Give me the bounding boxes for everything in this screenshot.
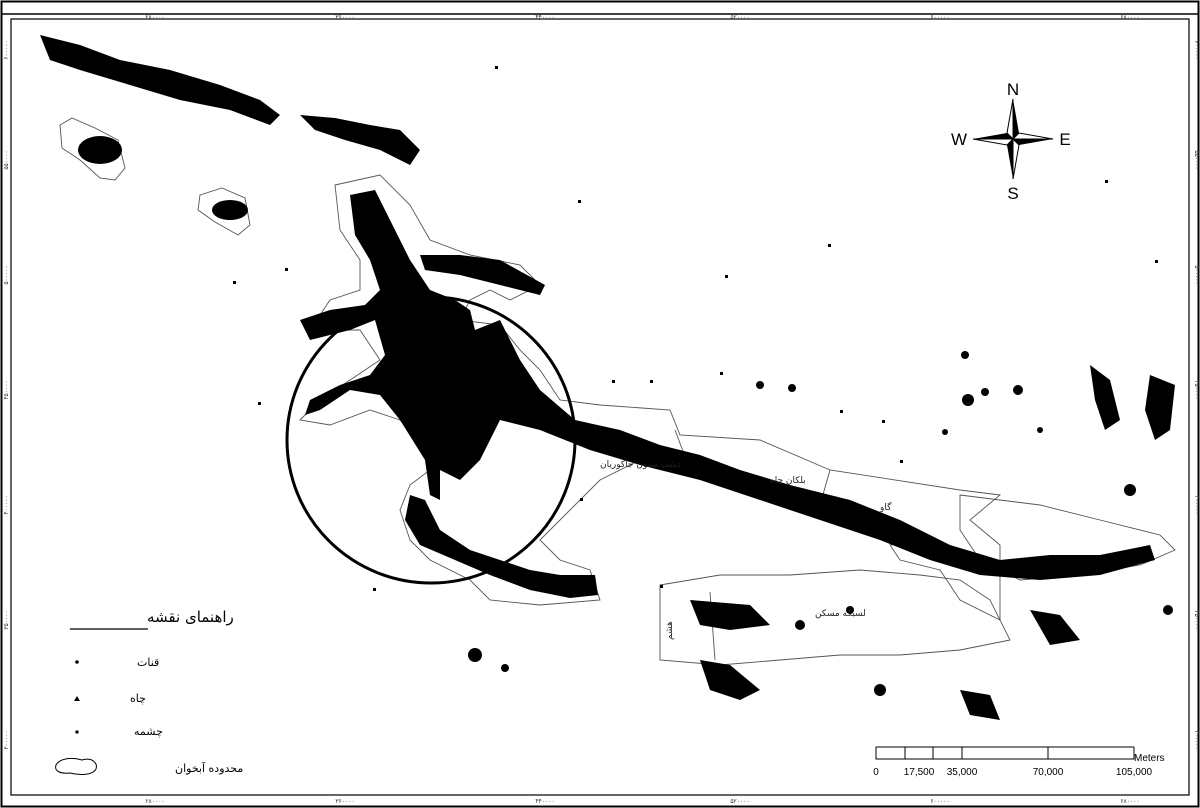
x-axis-ticks: ۲۸۰۰۰۰ ۳۶۰۰۰۰ ۴۴۰۰۰۰ ۵۲۰۰۰۰ ۶۰۰۰۰۰ ۶۸۰۰۰… <box>145 14 1139 805</box>
legend-label-spring: چشمه <box>134 725 163 738</box>
legend-label-qanat: قنات <box>137 656 159 669</box>
compass-east: E <box>1059 130 1070 149</box>
place-label-hashem: هشم <box>665 621 675 640</box>
well-cluster-southeast <box>960 690 1000 720</box>
y-tick-left: ۳۵۰۰۰۰ <box>3 610 10 629</box>
x-tick-bottom: ۲۸۰۰۰۰ <box>145 798 164 805</box>
place-labels: دشت ستون جاکوریان بلکان چاه گاو لسبکه مس… <box>600 460 892 640</box>
y-tick-right: ۴۵۰۰۰۰ <box>1193 380 1200 399</box>
scale-tick-label: 0 <box>873 767 879 778</box>
compass-rose: N S E W <box>951 80 1071 203</box>
x-tick-top: ۶۰۰۰۰۰ <box>930 14 949 21</box>
place-label-east: گاو <box>879 501 892 513</box>
well-cluster-south-block <box>690 600 770 630</box>
x-tick-top: ۲۸۰۰۰۰ <box>145 14 164 21</box>
x-tick-top: ۳۶۰۰۰۰ <box>335 14 354 21</box>
y-axis-ticks: ۶۰۰۰۰۰ ۵۵۰۰۰۰ ۵۰۰۰۰۰ ۴۵۰۰۰۰ ۴۰۰۰۰۰ ۳۵۰۰۰… <box>3 40 1200 749</box>
legend-label-well: چاه <box>130 692 146 705</box>
well-cluster-south-central <box>700 660 760 700</box>
y-tick-left: ۶۰۰۰۰۰ <box>3 40 10 59</box>
compass-south: S <box>1007 184 1018 203</box>
y-tick-left: ۳۰۰۰۰۰ <box>3 730 10 749</box>
x-tick-bottom: ۶۸۰۰۰۰ <box>1120 798 1139 805</box>
scale-tick-label: 17,500 <box>904 767 935 778</box>
y-tick-right: ۶۰۰۰۰۰ <box>1193 40 1200 59</box>
aquifer-boundary-small <box>197 187 251 236</box>
scale-unit: Meters <box>1134 753 1165 764</box>
highlight-circle <box>285 295 577 585</box>
qanat-symbol-icon <box>75 660 79 664</box>
boundary-symbol-icon <box>55 757 97 775</box>
place-label-chah-banaki: بلکان چاه <box>770 476 806 486</box>
y-tick-left: ۴۰۰۰۰۰ <box>3 495 10 514</box>
x-tick-top: ۶۸۰۰۰۰ <box>1120 14 1139 21</box>
y-tick-right: ۳۵۰۰۰۰ <box>1193 610 1200 629</box>
water-points-layer <box>40 35 1175 720</box>
spring-symbol-icon <box>75 730 79 734</box>
scale-tick-label: 35,000 <box>947 767 978 778</box>
y-tick-right: ۵۵۰۰۰۰ <box>1193 150 1200 169</box>
legend-title: راهنمای نقشه <box>147 608 234 626</box>
well-cluster-north-edge <box>300 115 420 165</box>
well-cluster-east-block <box>1090 365 1120 430</box>
x-tick-top: ۵۲۰۰۰۰ <box>730 14 749 21</box>
y-tick-right: ۴۰۰۰۰۰ <box>1193 495 1200 514</box>
scale-tick-label: 105,000 <box>1116 767 1153 778</box>
legend-item-spring: چشمه <box>75 725 163 738</box>
y-tick-left: ۵۰۰۰۰۰ <box>3 265 10 284</box>
legend-item-boundary: محدوده آبخوان <box>55 757 243 775</box>
scattered-points <box>233 66 1158 591</box>
legend-item-well: چاه <box>74 692 146 705</box>
aquifer-boundary-south <box>659 569 1011 666</box>
y-tick-left: ۴۵۰۰۰۰ <box>3 380 10 399</box>
scale-tick-label: 70,000 <box>1033 767 1064 778</box>
map-neatline <box>10 18 1190 796</box>
well-cluster-south-branch <box>405 495 598 598</box>
well-cluster-main-trunk <box>300 190 1155 580</box>
x-tick-bottom: ۵۲۰۰۰۰ <box>730 798 749 805</box>
aquifer-boundary-northwest <box>59 117 126 181</box>
well-cluster-nw-edge <box>40 35 280 125</box>
well-symbol-icon <box>74 696 80 701</box>
y-tick-right: ۳۰۰۰۰۰ <box>1193 730 1200 749</box>
scale-bar: Meters 0 17,500 35,000 70,000 105,000 <box>873 746 1165 778</box>
y-tick-right: ۵۰۰۰۰۰ <box>1193 265 1200 284</box>
well-cluster-southeast-2 <box>1030 610 1080 645</box>
place-label-mesken: لسبکه مسکن <box>815 609 866 619</box>
x-tick-bottom: ۴۴۰۰۰۰ <box>535 798 554 805</box>
well-cluster-northeast <box>420 255 545 295</box>
legend-label-boundary: محدوده آبخوان <box>175 761 243 775</box>
compass-west: W <box>951 130 967 149</box>
compass-north: N <box>1007 80 1019 99</box>
x-tick-bottom: ۶۰۰۰۰۰ <box>930 798 949 805</box>
well-cluster-far-east <box>1145 375 1175 440</box>
y-tick-left: ۵۵۰۰۰۰ <box>3 150 10 169</box>
aquifer-boundary-east <box>959 494 1176 581</box>
legend-item-qanat: قنات <box>75 656 159 669</box>
x-tick-bottom: ۳۶۰۰۰۰ <box>335 798 354 805</box>
map-legend: راهنمای نقشه قنات چاه چشمه محدوده آبخوان <box>55 608 243 775</box>
x-tick-top: ۴۴۰۰۰۰ <box>535 14 554 21</box>
place-label-jahrom-kariyan: دشت ستون جاکوریان <box>600 460 681 470</box>
